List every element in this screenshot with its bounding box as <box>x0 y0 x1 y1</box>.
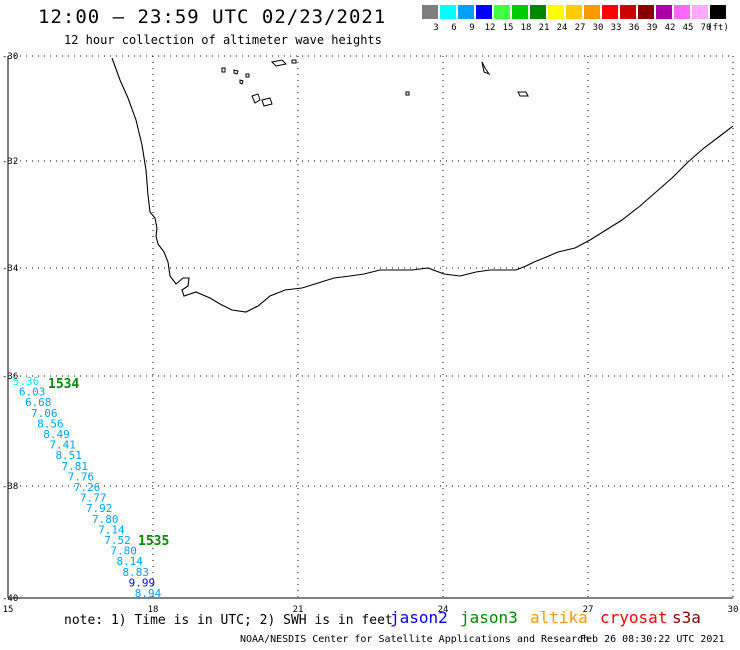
legend-label: 3 <box>433 23 439 33</box>
latitude-labels: -30 -32 -34 -36 -38 -40 <box>2 52 18 604</box>
legend-label: 27 <box>574 23 586 33</box>
legend-label: 30 <box>592 23 604 33</box>
legend-swatch <box>440 5 456 19</box>
swh-value-label: 8.51 <box>55 449 82 462</box>
legend-label: 21 <box>538 23 550 33</box>
satellite-label: altika <box>530 608 588 627</box>
legend-label: 42 <box>664 23 676 33</box>
timestamp-text: Feb 26 08:30:22 UTC 2021 <box>580 634 725 645</box>
swh-value-label: 7.81 <box>62 460 89 473</box>
legend-swatch <box>512 5 528 19</box>
legend-swatch <box>656 5 672 19</box>
legend-label: 12 <box>484 23 496 33</box>
legend-label: 15 <box>502 23 514 33</box>
legend-swatch <box>692 5 708 19</box>
legend-swatch <box>602 5 618 19</box>
legend-label: 39 <box>646 23 658 33</box>
legend-label: 33 <box>610 23 622 33</box>
swh-value-label: 7.52 <box>104 534 131 547</box>
legend-label: 24 <box>556 23 568 33</box>
latitude-tick-label: -38 <box>2 482 18 492</box>
legend-swatch <box>620 5 636 19</box>
longitude-tick-label: 18 <box>148 605 159 615</box>
legend-swatch <box>548 5 564 19</box>
legend-swatch <box>422 5 438 19</box>
latitude-tick-label: -40 <box>2 594 18 604</box>
legend-label: 18 <box>520 23 532 33</box>
swh-value-label: 7.80 <box>110 545 137 558</box>
swh-value-label: 8.14 <box>116 555 143 568</box>
swh-value-label: 8.49 <box>43 428 70 441</box>
swh-value-label: 6.03 <box>19 386 46 399</box>
swh-value-label: 8.94 <box>135 587 162 600</box>
graticule <box>7 55 734 599</box>
swh-value-label: 7.77 <box>80 492 107 505</box>
legend-unit: (ft) <box>707 23 729 33</box>
legend-swatch <box>674 5 690 19</box>
swh-value-label: 7.92 <box>86 502 113 515</box>
longitude-tick-label: 27 <box>583 605 594 615</box>
satellite-label: jason2 <box>390 608 448 627</box>
legend-swatch <box>710 5 726 19</box>
swh-value-label: 7.80 <box>92 513 119 526</box>
legend-label: 45 <box>682 23 694 33</box>
latitude-tick-label: -30 <box>2 52 18 62</box>
latitude-tick-label: -36 <box>2 372 18 382</box>
legend-swatch <box>566 5 582 19</box>
swh-value-label: 8.56 <box>37 417 64 430</box>
pass-number-label: 1534 <box>48 377 79 392</box>
legend-swatch <box>476 5 492 19</box>
swh-value-label: 8.83 <box>123 566 150 579</box>
swh-value-label: 5.36 <box>13 375 40 388</box>
longitude-labels: 15 18 21 24 27 30 <box>3 605 739 615</box>
altimeter-track: 5.366.036.687.068.568.497.418.517.817.76… <box>13 375 170 600</box>
legend-label: 70 <box>700 23 712 33</box>
legend-label: 6 <box>451 23 457 33</box>
satellite-label: jason3 <box>460 608 518 627</box>
credit-text: NOAA/NESDIS Center for Satellite Applica… <box>240 634 590 645</box>
legend-swatch <box>530 5 546 19</box>
longitude-tick-label: 21 <box>293 605 304 615</box>
swh-value-label: 7.14 <box>98 523 125 536</box>
islands <box>221 59 529 107</box>
longitude-tick-label: 24 <box>438 605 449 615</box>
swh-value-label: 9.99 <box>129 576 156 589</box>
swh-value-label: 7.26 <box>74 481 101 494</box>
footer-note: note: 1) Time is in UTC; 2) SWH is in fe… <box>64 613 393 628</box>
legend-swatch <box>584 5 600 19</box>
swh-value-label: 7.76 <box>68 470 95 483</box>
legend-swatch <box>458 5 474 19</box>
legend-label: 9 <box>469 23 475 33</box>
longitude-tick-label: 30 <box>728 605 739 615</box>
legend-swatch <box>494 5 510 19</box>
satellite-label: s3a <box>672 608 701 627</box>
latitude-tick-label: -34 <box>2 264 18 274</box>
longitude-tick-label: 15 <box>3 605 14 615</box>
pass-number-label: 1535 <box>138 534 169 549</box>
legend-swatch <box>638 5 654 19</box>
legend-label: 36 <box>628 23 640 33</box>
coastline <box>111 57 734 313</box>
swh-value-label: 7.41 <box>49 439 76 452</box>
latitude-tick-label: -32 <box>2 157 18 167</box>
swh-value-label: 7.06 <box>31 407 58 420</box>
swh-value-label: 6.68 <box>25 396 52 409</box>
satellite-label: cryosat <box>600 608 668 627</box>
page-subtitle: 12 hour collection of altimeter wave hei… <box>64 33 382 47</box>
page-title: 12:00 – 23:59 UTC 02/23/2021 <box>38 6 387 28</box>
